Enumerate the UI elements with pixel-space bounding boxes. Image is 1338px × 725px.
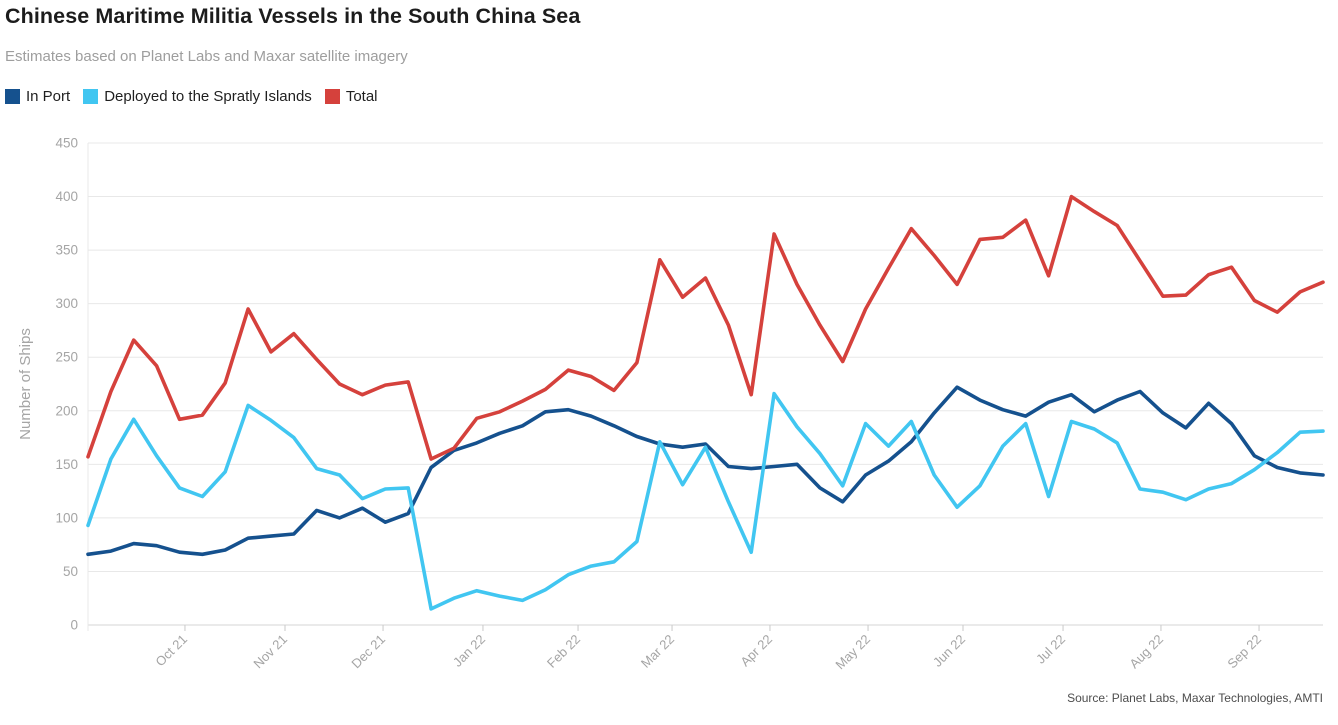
y-tick-label-400: 400 [55, 189, 78, 204]
y-tick-label-250: 250 [55, 350, 78, 365]
chart-title: Chinese Maritime Militia Vessels in the … [5, 4, 581, 28]
y-tick-label-350: 350 [55, 243, 78, 258]
legend-label: Total [345, 88, 378, 105]
x-tick-label-jul-22: Jul 22 [1033, 632, 1068, 667]
x-tick-label-feb-22: Feb 22 [544, 632, 583, 671]
legend-swatch-total [324, 89, 340, 104]
y-tick-label-50: 50 [63, 564, 78, 579]
y-tick-label-100: 100 [55, 510, 78, 525]
legend-swatch-in-port [5, 89, 20, 104]
x-tick-label-apr-22: Apr 22 [737, 632, 775, 670]
y-axis-title: Number of Ships [17, 328, 34, 440]
y-tick-label-200: 200 [55, 403, 78, 418]
legend: In Port Deployed to the Spratly Islands To… [5, 88, 378, 105]
x-tick-label-may-22: May 22 [832, 632, 873, 673]
legend-item-in-port[interactable]: In Port [5, 88, 70, 105]
x-tick-label-oct-21: Oct 21 [152, 632, 190, 670]
legend-item-deployed-to-the-spratly-islands[interactable]: Deployed to the Spratly Islands [83, 88, 312, 105]
y-tick-label-300: 300 [55, 296, 78, 311]
chart-subtitle: Estimates based on Planet Labs and Maxar… [5, 48, 408, 65]
series-line-total[interactable] [86, 194, 1325, 461]
series-line-in-port[interactable] [86, 385, 1325, 557]
x-tick-label-mar-22: Mar 22 [638, 632, 677, 671]
legend-label: In Port [26, 88, 71, 105]
x-tick-label-aug-22: Aug 22 [1126, 632, 1166, 672]
x-tick-label-sep-22: Sep 22 [1224, 632, 1264, 672]
legend-label: Deployed to the Spratly Islands [104, 88, 312, 105]
x-tick-label-jan-22: Jan 22 [450, 632, 488, 670]
x-tick-label-nov-21: Nov 21 [250, 632, 290, 672]
line-chart: 0 50 100 150 200 250 300 350 400 450 Oct 21 Nov 21 D… [0, 128, 1338, 694]
legend-item-total[interactable]: Total [324, 88, 378, 105]
series-line-deployed-to-the-spratly-islands[interactable] [86, 391, 1325, 611]
y-tick-label-450: 450 [55, 136, 78, 151]
source-note: Source: Planet Labs, Maxar Technologies,… [1067, 691, 1323, 705]
legend-swatch-deployed-to-the-spratly-islands [83, 89, 99, 104]
chart-svg: 0 50 100 150 200 250 300 350 400 450 Oct 21 Nov 21 D… [17, 136, 1325, 673]
y-tick-label-0: 0 [70, 618, 78, 633]
y-tick-label-150: 150 [55, 457, 78, 472]
x-tick-label-jun-22: Jun 22 [930, 632, 968, 670]
x-tick-label-dec-21: Dec 21 [348, 632, 388, 672]
